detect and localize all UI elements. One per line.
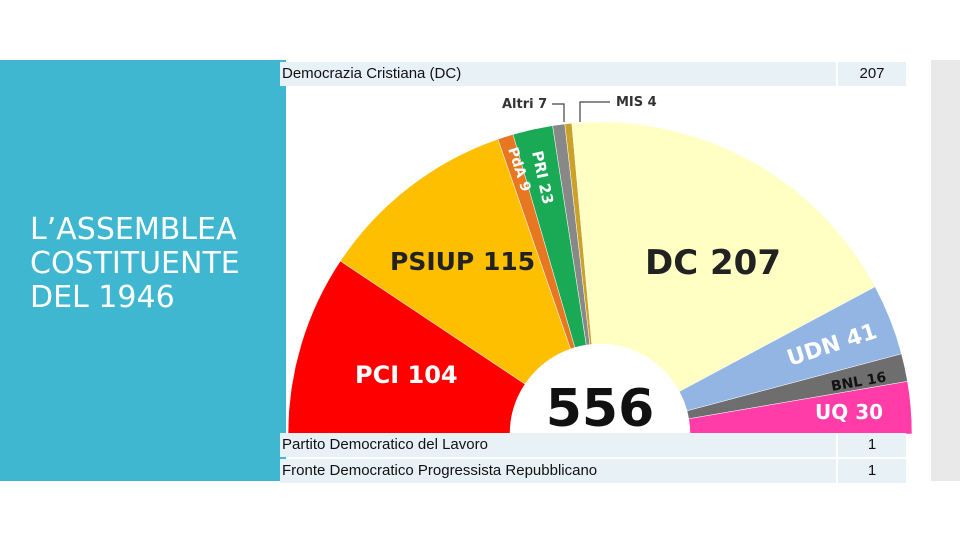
callout-label-altri: Altri 7 [502, 97, 547, 112]
party-name: Fronte Democratico Progressista Repubbli… [282, 462, 598, 479]
callout-label-mis: MIS 4 [616, 95, 657, 110]
slice-pci [287, 260, 526, 434]
callout-line-mis [579, 101, 610, 122]
slice-dc [571, 121, 876, 392]
slice-label-dc: DC 207 [645, 243, 781, 283]
slice-uq [688, 381, 913, 434]
party-name: Democrazia Cristiana (DC) [282, 65, 462, 82]
parliament-chart: PCI 104 PSIUP 115 PdA 9 PRI 23 DC 207 UDN 41 B… [280, 86, 920, 434]
callout-line-altri [552, 103, 565, 122]
table-row: Partito Democratico del Lavoro 1 [280, 433, 906, 457]
title-panel [0, 60, 286, 481]
table-row-top: Democrazia Cristiana (DC) 207 [280, 62, 906, 86]
table-row: Fronte Democratico Progressista Repubbli… [280, 459, 906, 483]
side-strip [931, 60, 960, 481]
slice-label-pci: PCI 104 [355, 361, 458, 389]
slide-title: L’ASSEMBLEA COSTITUENTE DEL 1946 [30, 212, 240, 315]
slice-psiup [339, 138, 571, 385]
party-seats: 1 [836, 459, 906, 483]
party-seats: 207 [836, 62, 906, 86]
center-total-label: 556 [546, 379, 655, 434]
party-seats: 1 [836, 433, 906, 457]
party-name: Partito Democratico del Lavoro [282, 436, 488, 453]
slice-label-psiup: PSIUP 115 [390, 247, 535, 276]
slice-label-uq: UQ 30 [815, 400, 883, 424]
